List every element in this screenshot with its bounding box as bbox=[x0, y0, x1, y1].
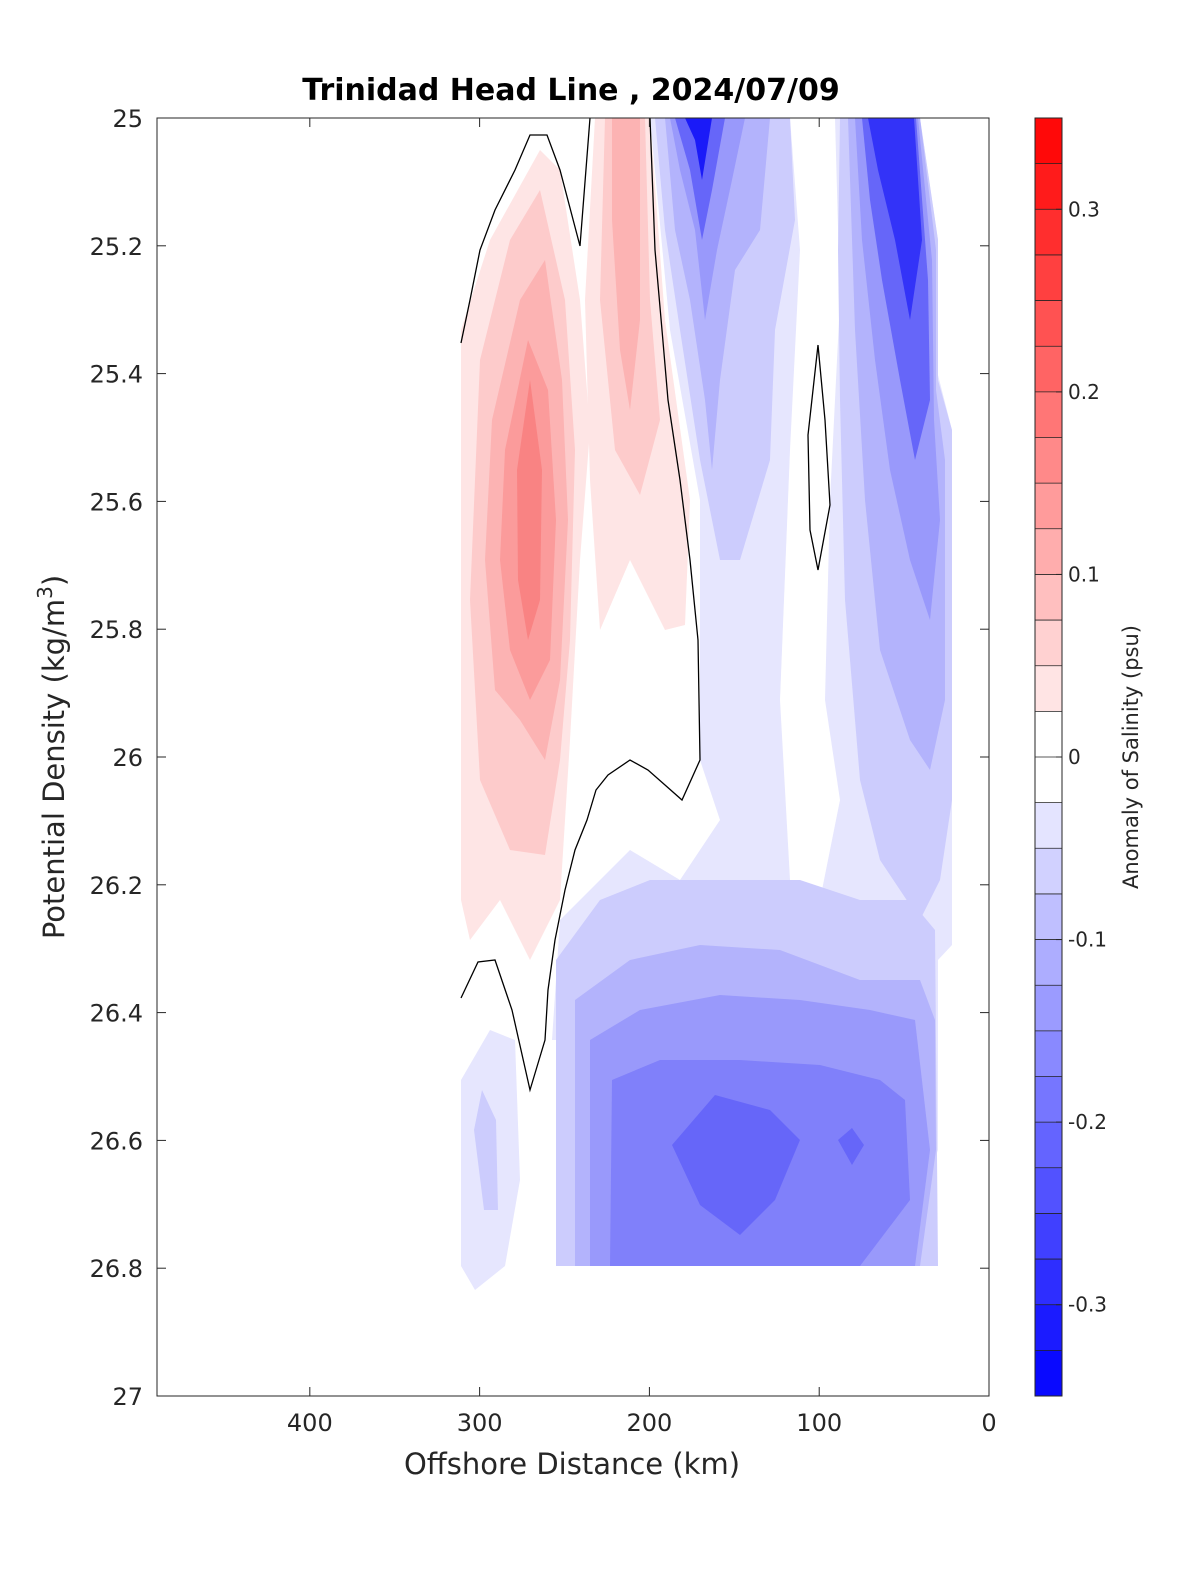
x-tick-label: 200 bbox=[627, 1409, 673, 1437]
colorbar-level bbox=[1035, 163, 1062, 210]
y-tick-label: 25 bbox=[112, 105, 143, 133]
x-tick-label: 400 bbox=[287, 1409, 333, 1437]
colorbar-level bbox=[1035, 437, 1062, 484]
y-tick-label: 25.6 bbox=[90, 488, 143, 516]
colorbar-level bbox=[1035, 254, 1062, 302]
colorbar-level bbox=[1035, 391, 1062, 438]
colorbar-tick-label: 0.1 bbox=[1068, 562, 1100, 586]
colorbar-level bbox=[1035, 802, 1062, 849]
y-axis: 25 25.2 25.4 25.6 25.8 26 26.2 26.4 26.6 26.8 27 bbox=[90, 105, 989, 1411]
x-tick-label: 300 bbox=[457, 1409, 503, 1437]
y-tick-label: 26.4 bbox=[90, 1000, 143, 1028]
x-axis-label: Offshore Distance (km) bbox=[404, 1447, 740, 1481]
colorbar-label: Anomaly of Salinity (psu) bbox=[1119, 625, 1143, 889]
anomaly-region-negative bbox=[670, 118, 745, 320]
y-tick-label: 25.2 bbox=[90, 233, 143, 261]
y-tick-label: 25.8 bbox=[90, 616, 143, 644]
colorbar-level bbox=[1035, 346, 1062, 393]
colorbar-level bbox=[1035, 528, 1062, 575]
colorbar-level bbox=[1035, 209, 1062, 256]
y-tick-label: 25.4 bbox=[90, 361, 143, 389]
colorbar-level bbox=[1035, 1304, 1062, 1351]
colorbar-tick-label: -0.1 bbox=[1068, 928, 1107, 952]
y-tick-label: 26.2 bbox=[90, 872, 143, 900]
x-axis: 400 300 200 100 0 bbox=[287, 118, 997, 1437]
colorbar-level bbox=[1035, 848, 1062, 895]
colorbar-level bbox=[1035, 483, 1062, 530]
anomaly-region-negative bbox=[675, 118, 725, 240]
y-axis-label: Potential Density (kg/m3) bbox=[33, 575, 71, 939]
colorbar bbox=[1035, 117, 1062, 1397]
anomaly-region-negative bbox=[838, 1128, 864, 1165]
chart-title: Trinidad Head Line , 2024/07/09 bbox=[302, 73, 839, 108]
colorbar-tick-label: -0.3 bbox=[1068, 1293, 1107, 1317]
zero-contour-line bbox=[807, 344, 831, 571]
anomaly-region-negative bbox=[474, 1090, 498, 1210]
y-tick-label: 26.8 bbox=[90, 1255, 143, 1283]
y-tick-label: 26 bbox=[112, 744, 143, 772]
x-tick-label: 0 bbox=[981, 1409, 996, 1437]
colorbar-level bbox=[1035, 620, 1062, 667]
colorbar-level bbox=[1035, 893, 1062, 941]
colorbar-level bbox=[1035, 1259, 1062, 1306]
colorbar-ticks: 0.3 0.2 0.1 0 -0.1 -0.2 -0.3 bbox=[1056, 197, 1107, 1317]
y-tick-label: 26.6 bbox=[90, 1127, 143, 1155]
zero-contours bbox=[460, 117, 831, 1093]
colorbar-tick-label: 0.3 bbox=[1068, 197, 1100, 221]
anomaly-region-negative bbox=[672, 1095, 800, 1235]
colorbar-level bbox=[1035, 574, 1062, 621]
colorbar-level bbox=[1035, 1350, 1062, 1397]
colorbar-level bbox=[1035, 757, 1062, 804]
colorbar-level bbox=[1035, 118, 1062, 165]
colorbar-level bbox=[1035, 1167, 1062, 1214]
anomaly-region-negative bbox=[685, 118, 712, 180]
colorbar-tick-label: -0.2 bbox=[1068, 1110, 1107, 1134]
colorbar-level bbox=[1035, 1213, 1062, 1260]
x-tick-label: 100 bbox=[796, 1409, 842, 1437]
colorbar-level bbox=[1035, 1076, 1062, 1123]
anomaly-region-negative bbox=[868, 118, 922, 320]
zero-contour-line bbox=[460, 117, 701, 1093]
colorbar-level bbox=[1035, 1122, 1062, 1169]
colorbar-level bbox=[1035, 300, 1062, 347]
colorbar-level bbox=[1035, 985, 1062, 1032]
colorbar-tick-label: 0 bbox=[1068, 745, 1081, 769]
anomaly-region-positive bbox=[517, 380, 542, 640]
colorbar-tick-label: 0.2 bbox=[1068, 380, 1100, 404]
y-tick-label: 27 bbox=[112, 1383, 143, 1411]
anomaly-region-positive bbox=[612, 118, 640, 410]
colorbar-level bbox=[1035, 711, 1062, 758]
colorbar-level bbox=[1035, 665, 1062, 712]
colorbar-level bbox=[1035, 939, 1062, 986]
anomaly-field bbox=[461, 118, 952, 1290]
zero-contour-line bbox=[460, 117, 591, 344]
colorbar-level bbox=[1035, 1030, 1062, 1077]
